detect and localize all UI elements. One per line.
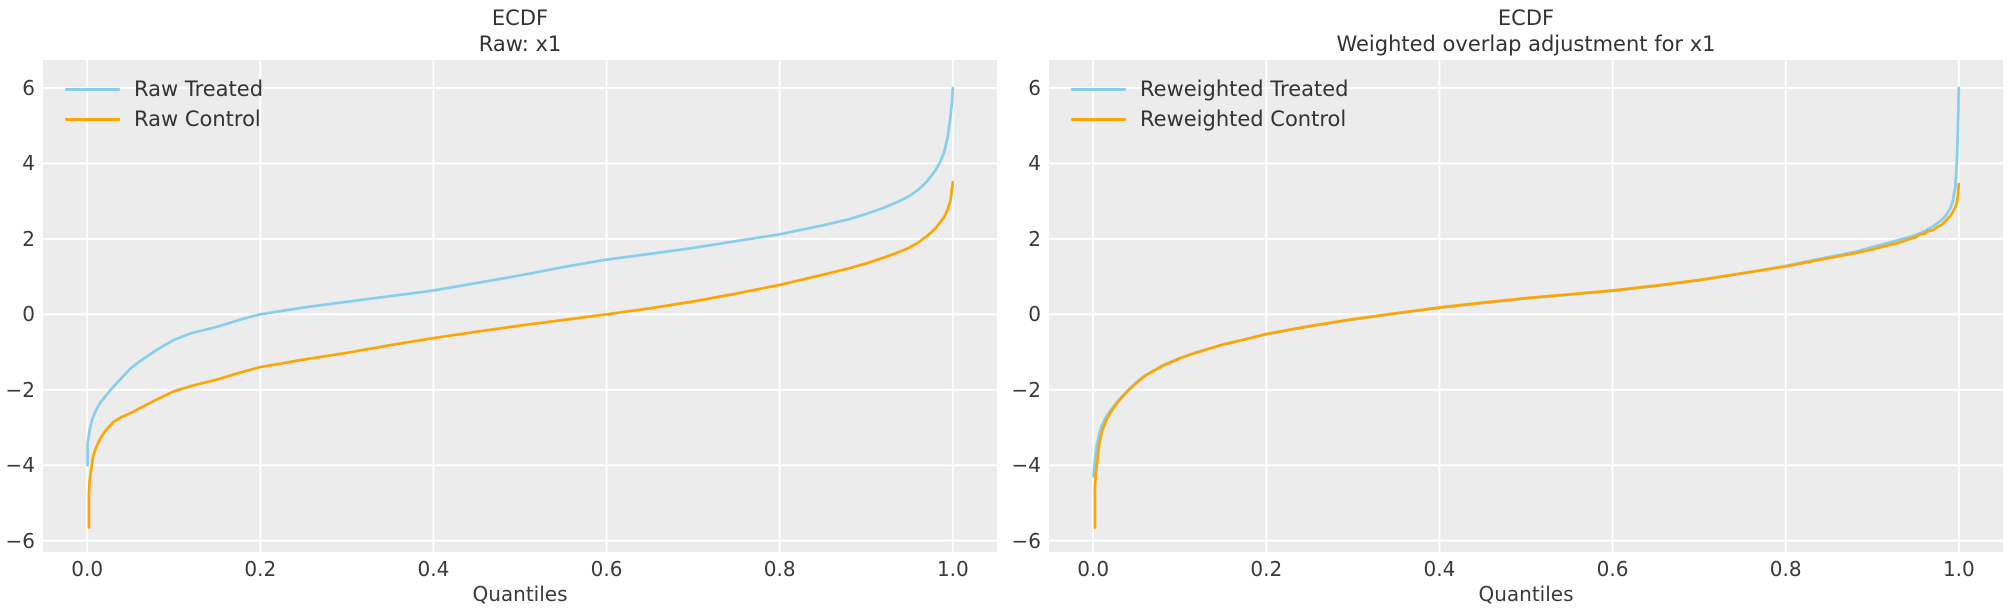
chart-weighted-x1: ECDF Weighted overlap adjustment for x1 … (1006, 0, 2011, 611)
treated-line-swatch (65, 87, 120, 91)
x-tick-label: 0.0 (71, 557, 104, 581)
panel-background (43, 60, 997, 552)
y-tick-label: 2 (22, 226, 35, 251)
chart-title-line1: ECDF (491, 6, 549, 30)
legend-item-treated: Raw Treated (65, 74, 263, 104)
x-tick-label: 0.8 (763, 557, 796, 581)
legend-item-control: Reweighted Control (1071, 104, 1348, 134)
y-tick-label: −2 (1011, 377, 1041, 402)
y-tick-label: 4 (1028, 151, 1041, 176)
y-tick-label: −2 (5, 377, 35, 402)
legend-label: Raw Treated (134, 77, 264, 101)
plot-area (1049, 60, 2003, 552)
legend-item-treated: Reweighted Treated (1071, 74, 1348, 104)
x-tick-label: 0.8 (1769, 557, 1802, 581)
x-tick-label: 0.2 (1250, 557, 1283, 581)
y-tick-label: −4 (5, 453, 35, 478)
x-tick-label: 1.0 (1942, 557, 1975, 581)
legend-label: Reweighted Treated (1140, 77, 1349, 101)
x-axis-label: Quantiles (472, 582, 568, 606)
y-tick-label: 0 (22, 302, 35, 327)
legend: Reweighted Treated Reweighted Control (1071, 74, 1348, 134)
control-line-swatch (1071, 117, 1126, 121)
chart-title-line1: ECDF (1497, 6, 1555, 30)
x-tick-label: 0.6 (590, 557, 623, 581)
treated-line-swatch (1071, 87, 1126, 91)
legend-item-control: Raw Control (65, 104, 263, 134)
y-tick-label: −6 (5, 528, 35, 553)
control-line-swatch (65, 117, 120, 121)
x-tick-label: 0.0 (1077, 557, 1110, 581)
x-tick-label: 1.0 (936, 557, 969, 581)
y-tick-label: 6 (22, 75, 35, 100)
legend-label: Raw Control (134, 107, 261, 131)
chart-subtitle: Raw: x1 (478, 32, 562, 56)
chart-title: ECDF Raw: x1 (43, 5, 997, 57)
y-tick-label: 0 (1028, 302, 1041, 327)
legend: Raw Treated Raw Control (65, 74, 263, 134)
y-tick-label: 2 (1028, 226, 1041, 251)
x-tick-label: 0.6 (1596, 557, 1629, 581)
panel-background (1049, 60, 2003, 552)
series-line-raw-control (87, 180, 955, 529)
y-tick-label: 6 (1028, 75, 1041, 100)
series-line-reweighted-control (1093, 182, 1961, 529)
x-tick-label: 0.4 (417, 557, 450, 581)
chart-subtitle: Weighted overlap adjustment for x1 (1336, 32, 1716, 56)
x-axis-label: Quantiles (1478, 582, 1574, 606)
y-tick-label: 4 (22, 151, 35, 176)
x-tick-label: 0.2 (244, 557, 277, 581)
series-line-raw-treated (86, 86, 955, 467)
legend-label: Reweighted Control (1140, 107, 1347, 131)
x-tick-label: 0.4 (1423, 557, 1456, 581)
chart-raw-x1: ECDF Raw: x1 0.0 0.2 0.4 0.6 0.8 1.0 −6 −4 −2 0 2 4… (0, 0, 1005, 611)
plot-area (43, 60, 997, 552)
chart-title: ECDF Weighted overlap adjustment for x1 (1049, 5, 2003, 57)
y-tick-label: −6 (1011, 528, 1041, 553)
y-tick-label: −4 (1011, 453, 1041, 478)
